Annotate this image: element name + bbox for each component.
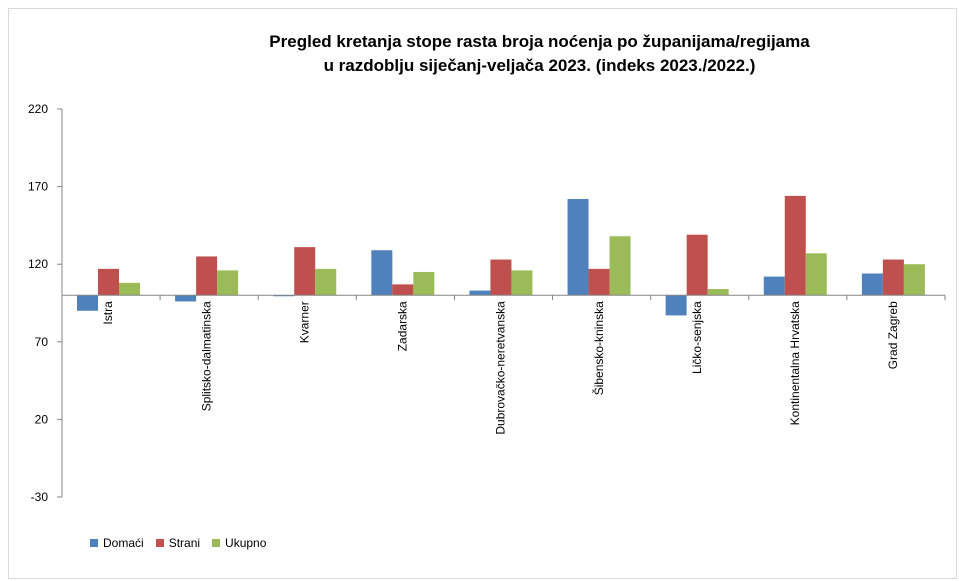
bar-2-1 (217, 270, 239, 296)
category-label: Kvarner (297, 301, 311, 343)
bar-1-2 (294, 247, 316, 296)
y-tick-label: 70 (35, 335, 49, 349)
bar-1-1 (196, 256, 218, 296)
legend-swatch (155, 539, 164, 547)
category-label: Ličko-senjska (690, 301, 704, 374)
bar-1-7 (784, 195, 806, 296)
bar-2-6 (707, 289, 729, 296)
y-tick-label: 120 (28, 257, 48, 271)
category-label: Kontinentalna Hrvatska (788, 301, 802, 425)
bar-1-3 (392, 284, 414, 296)
category-label: Istra (101, 301, 115, 325)
legend-item: Domaći (90, 536, 144, 550)
bar-0-4 (469, 290, 491, 296)
legend: Domaći Strani Ukupno (90, 536, 266, 550)
bar-1-8 (882, 259, 904, 296)
bar-1-6 (686, 234, 708, 296)
bar-1-0 (98, 268, 119, 296)
bar-2-0 (119, 282, 140, 296)
category-label: Grad Zagreb (886, 301, 900, 369)
chart-title: Pregled kretanja stope rasta broja noćen… (0, 30, 959, 78)
bar-1-4 (490, 259, 512, 296)
y-tick-label: 20 (35, 412, 49, 426)
legend-item: Strani (155, 536, 201, 550)
y-tick-label: 220 (28, 102, 48, 116)
legend-label: Strani (168, 536, 201, 550)
bar-0-1 (175, 295, 197, 302)
y-tick-label: 170 (28, 180, 48, 194)
category-label: Dubrovačko-neretvanska (494, 301, 508, 435)
chart-title-line1: Pregled kretanja stope rasta broja noćen… (269, 32, 810, 51)
category-label: Splitsko-dalmatinska (199, 301, 213, 411)
legend-swatch (90, 539, 98, 547)
bar-2-3 (413, 271, 435, 296)
bar-0-0 (77, 295, 98, 311)
bar-1-5 (588, 268, 610, 296)
category-label: Šibensko-kninska (591, 301, 606, 395)
legend-item: Ukupno (212, 536, 266, 550)
bar-2-5 (609, 236, 631, 296)
legend-label: Ukupno (225, 536, 267, 550)
bar-0-6 (665, 295, 687, 316)
legend-label: Domaći (103, 536, 144, 550)
bar-2-4 (511, 270, 533, 296)
category-label: Zadarska (396, 301, 410, 351)
bar-2-8 (903, 264, 925, 296)
y-tick-label: -30 (31, 490, 49, 504)
bar-2-2 (315, 268, 337, 296)
chart-title-line2: u razdoblju siječanj-veljača 2023. (inde… (323, 56, 756, 75)
bar-0-5 (567, 199, 589, 296)
bar-0-8 (861, 273, 883, 296)
legend-swatch (212, 539, 221, 547)
bar-0-7 (763, 276, 785, 296)
bar-0-3 (371, 250, 393, 296)
bar-2-7 (805, 253, 827, 296)
